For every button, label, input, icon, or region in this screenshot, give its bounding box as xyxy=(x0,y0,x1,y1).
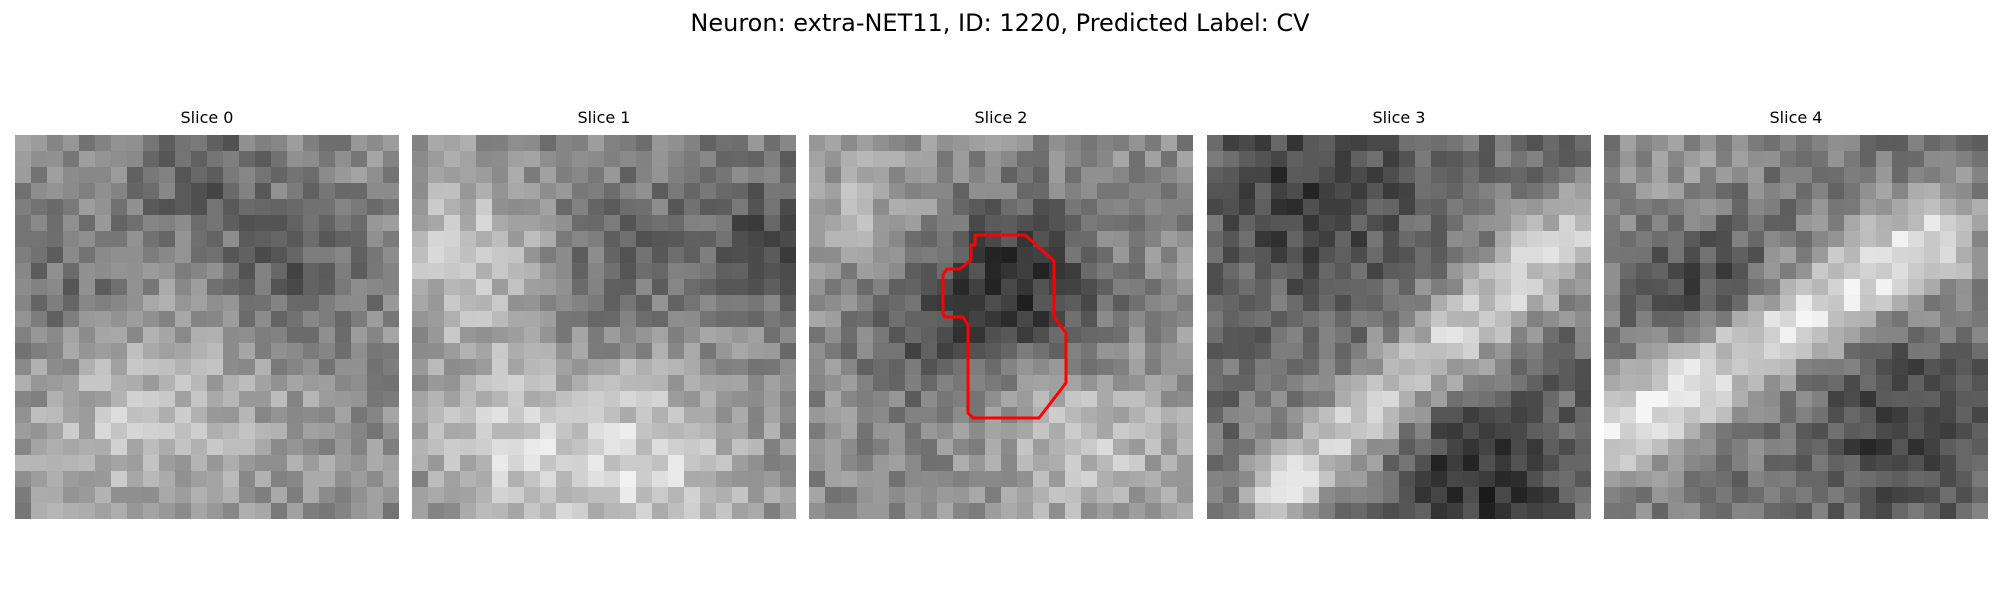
slice-title: Slice 2 xyxy=(974,108,1028,127)
slice-title: Slice 1 xyxy=(577,108,631,127)
figure-title: Neuron: extra-NET11, ID: 1220, Predicted… xyxy=(690,9,1310,37)
slice-image xyxy=(15,135,399,519)
slice-image xyxy=(1207,135,1591,519)
slice-title: Slice 4 xyxy=(1769,108,1823,127)
slice-image xyxy=(1604,135,1988,519)
slice-title: Slice 0 xyxy=(180,108,234,127)
slice-title: Slice 3 xyxy=(1372,108,1426,127)
slice-image xyxy=(809,135,1193,519)
slice-image xyxy=(412,135,796,519)
